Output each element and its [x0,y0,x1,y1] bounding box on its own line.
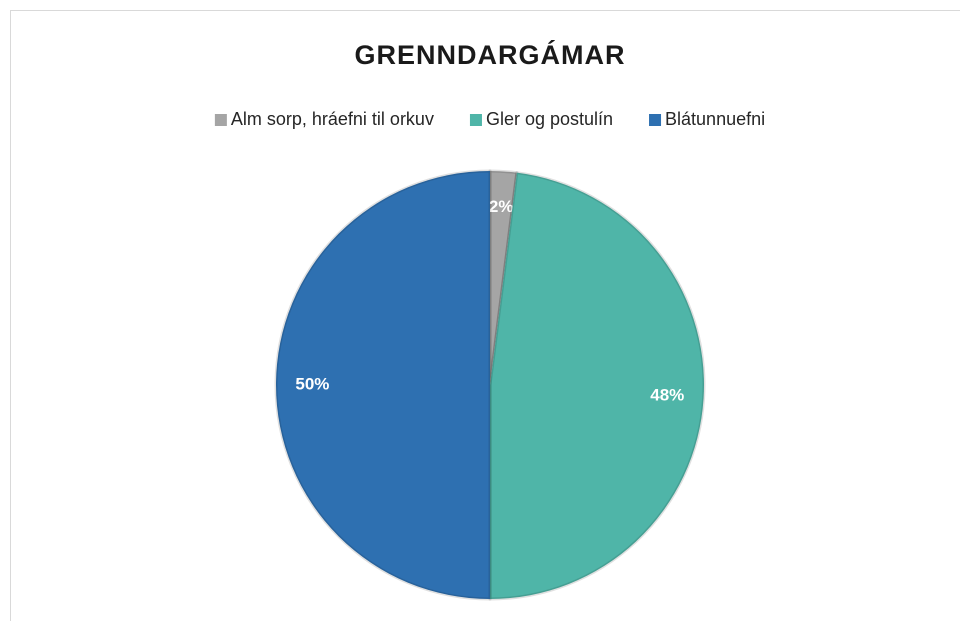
legend-swatch [214,114,227,126]
data-label: 48% [650,386,684,405]
legend-label: Blátunnuefni [665,109,765,129]
data-label: 2% [489,197,514,216]
pie-slice [274,169,492,601]
legend-swatch [649,114,662,126]
chart-frame [10,10,960,621]
data-label: 50% [295,374,329,393]
chart-title: GRENNDARGÁMAR [355,39,626,70]
legend-swatch [469,114,482,126]
pie-slice [488,169,519,387]
pie-slice [488,171,706,601]
legend-label: Alm sorp, hráefni til orkuv [231,109,434,129]
legend-label: Gler og postulín [486,109,613,129]
